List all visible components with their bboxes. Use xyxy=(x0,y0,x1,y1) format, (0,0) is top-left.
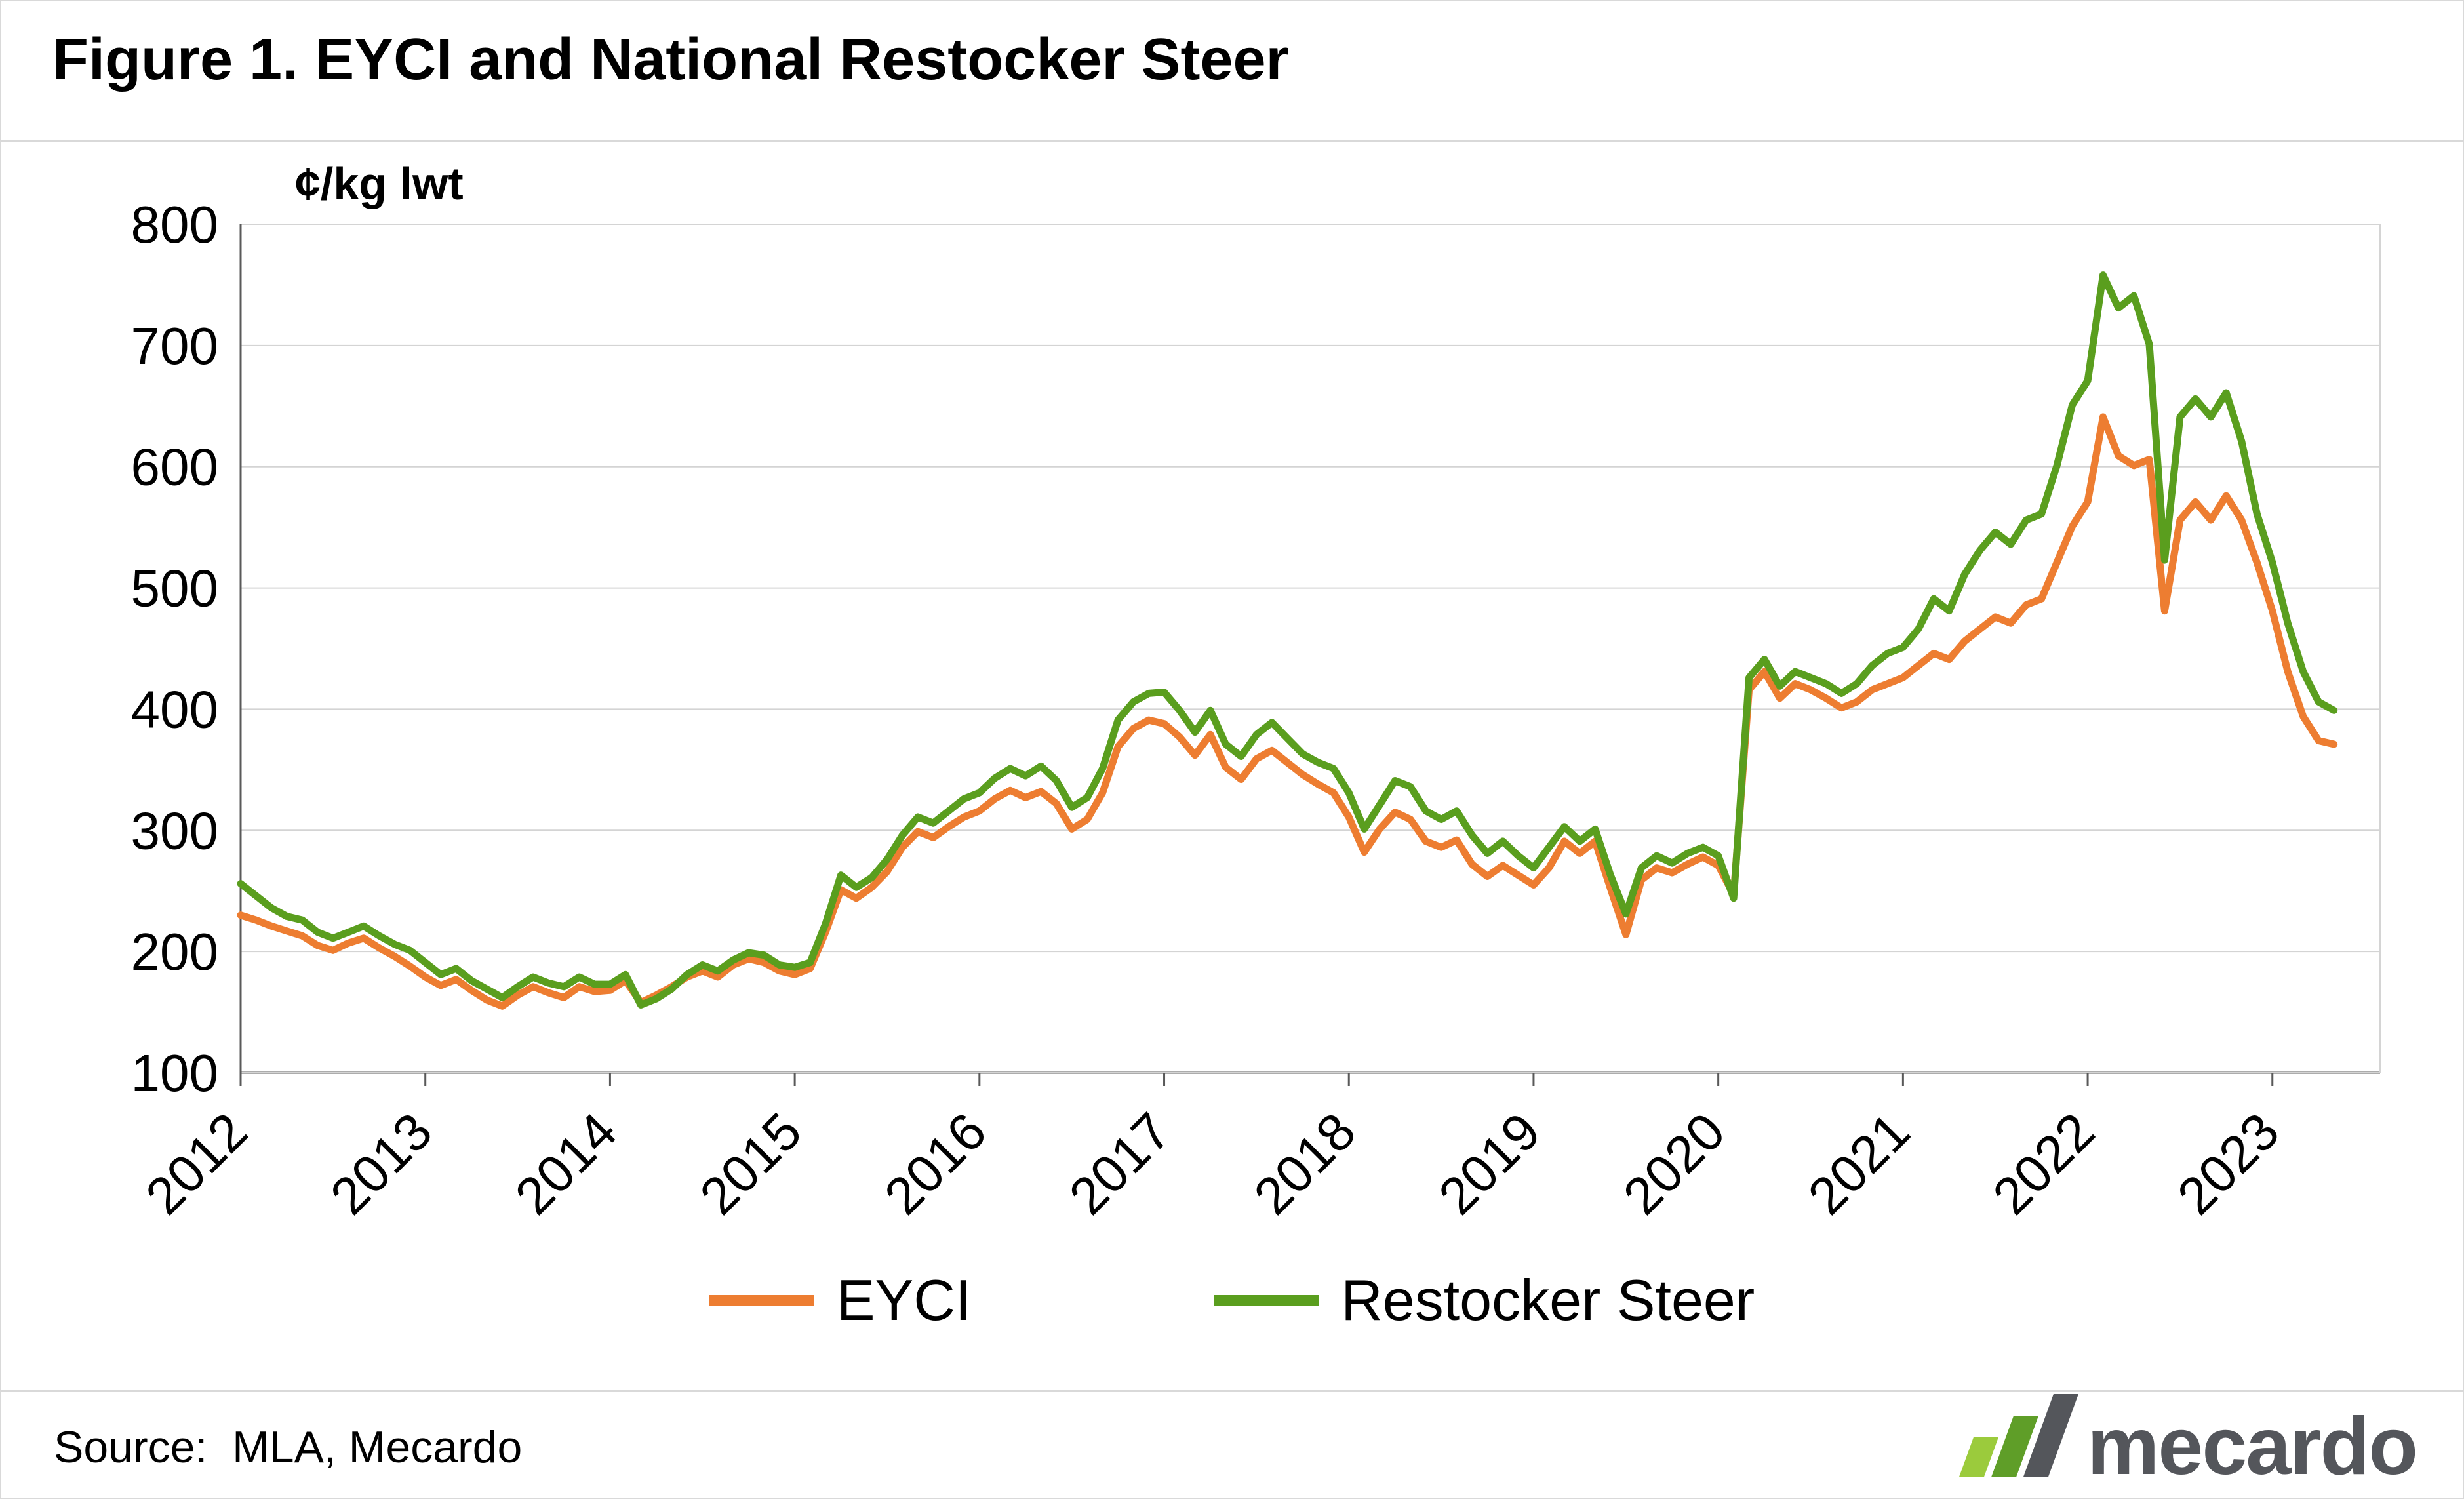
restocker-steer-line-swatch-icon xyxy=(1214,1295,1319,1306)
svg-text:400: 400 xyxy=(131,680,218,738)
svg-text:200: 200 xyxy=(131,923,218,981)
svg-text:600: 600 xyxy=(131,438,218,496)
svg-text:2012: 2012 xyxy=(134,1102,258,1226)
logo-bar-gray xyxy=(2023,1394,2079,1477)
footer-divider xyxy=(1,1390,2463,1392)
mecardo-logo: mecardo xyxy=(1959,1394,2418,1492)
figure-title: Figure 1. EYCI and National Restocker St… xyxy=(52,27,1289,92)
legend-label-eyci: EYCI xyxy=(836,1268,972,1332)
svg-text:700: 700 xyxy=(131,317,218,375)
svg-text:2020: 2020 xyxy=(1612,1102,1736,1226)
svg-text:500: 500 xyxy=(131,559,218,618)
svg-text:2017: 2017 xyxy=(1058,1102,1182,1226)
y-axis-unit-label: ¢/kg lwt xyxy=(295,158,464,209)
svg-text:2016: 2016 xyxy=(873,1102,997,1226)
legend-item-eyci: EYCI xyxy=(709,1267,971,1334)
svg-text:2023: 2023 xyxy=(2166,1102,2290,1226)
svg-text:2022: 2022 xyxy=(1981,1102,2105,1226)
svg-text:800: 800 xyxy=(131,195,218,254)
legend-item-restocker-steer: Restocker Steer xyxy=(1214,1267,1755,1334)
svg-text:2015: 2015 xyxy=(688,1102,812,1226)
svg-text:300: 300 xyxy=(131,801,218,860)
title-divider xyxy=(1,140,2463,142)
bar-chart-logo-icon xyxy=(1959,1394,2079,1487)
legend-label-restocker-steer: Restocker Steer xyxy=(1341,1268,1755,1332)
eyci-line-swatch-icon xyxy=(709,1295,814,1306)
svg-text:2014: 2014 xyxy=(504,1102,628,1226)
svg-text:2019: 2019 xyxy=(1427,1102,1551,1226)
logo-wordmark: mecardo xyxy=(2087,1401,2418,1492)
svg-text:2018: 2018 xyxy=(1242,1102,1366,1226)
svg-text:100: 100 xyxy=(131,1044,218,1102)
source-text: Source: MLA, Mecardo xyxy=(54,1422,523,1472)
svg-text:2021: 2021 xyxy=(1797,1102,1921,1226)
svg-text:2013: 2013 xyxy=(319,1102,443,1226)
chart-legend: EYCI Restocker Steer xyxy=(1,1267,2463,1334)
